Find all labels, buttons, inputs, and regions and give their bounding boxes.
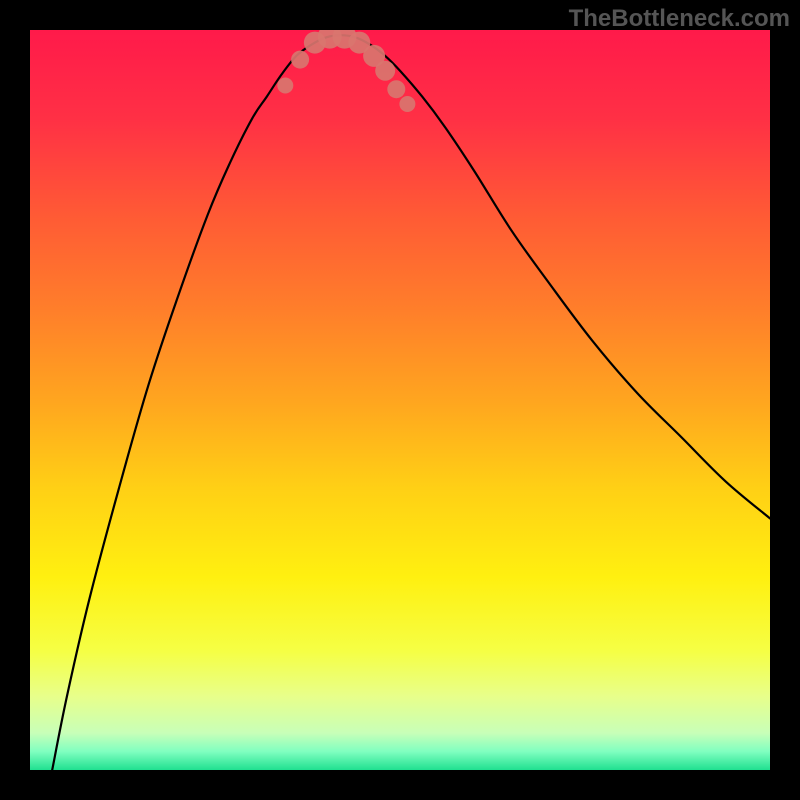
marker-dot — [399, 96, 415, 112]
gradient-background — [30, 30, 770, 770]
marker-dot — [375, 61, 395, 81]
plot-area — [30, 30, 770, 770]
marker-dot — [387, 80, 405, 98]
marker-dot — [277, 78, 293, 94]
watermark-text: TheBottleneck.com — [569, 5, 790, 33]
marker-dot — [291, 51, 309, 69]
bottleneck-chart — [30, 30, 770, 770]
chart-frame: TheBottleneck.com — [0, 0, 800, 800]
